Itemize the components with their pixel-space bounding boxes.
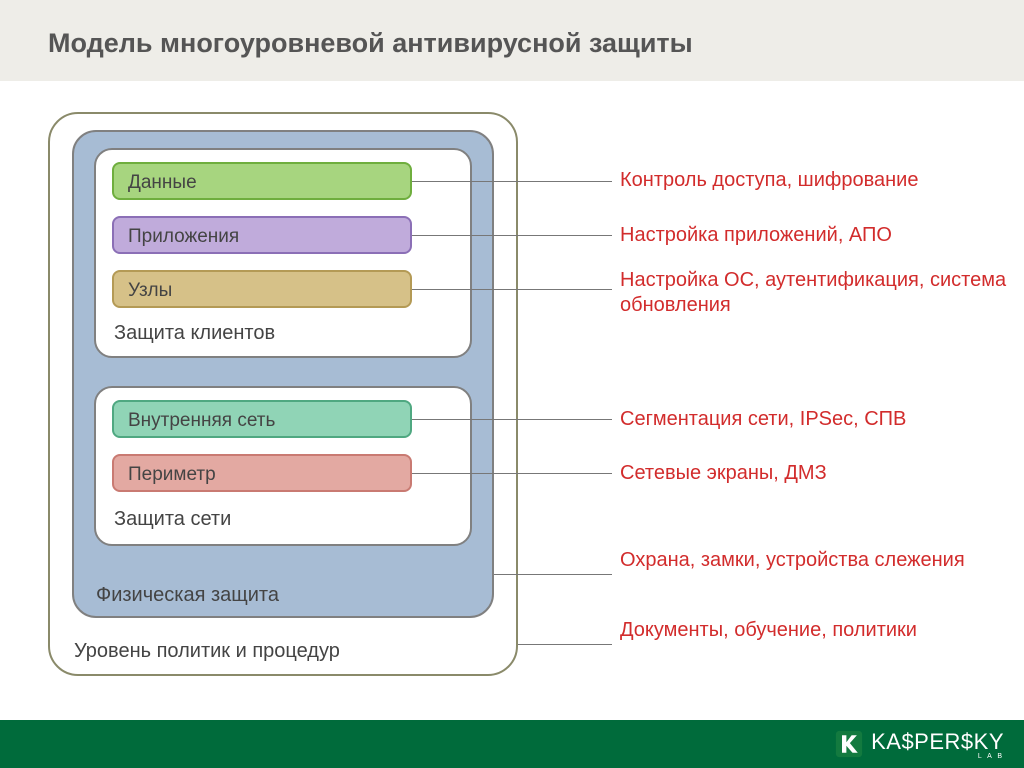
connector-apps — [412, 235, 612, 236]
caption-group1: Защита клиентов — [114, 322, 275, 345]
annotation-phys: Охрана, замки, устройства слежения — [620, 548, 1010, 573]
caption-outer: Уровень политик и процедур — [74, 640, 340, 663]
annotation-hosts: Настройка ОС, аутентификация, система об… — [620, 268, 1010, 318]
connector-perimeter — [412, 473, 612, 474]
kaspersky-icon — [835, 730, 863, 758]
layer-apps: Приложения — [112, 216, 412, 254]
page-title: Модель многоуровневой антивирусной защит… — [48, 28, 1024, 59]
annotation-perimeter: Сетевые экраны, ДМЗ — [620, 461, 1010, 486]
layer-data: Данные — [112, 162, 412, 200]
annotation-data: Контроль доступа, шифрование — [620, 168, 1010, 193]
caption-group2: Защита сети — [114, 508, 231, 531]
brand-logo: KA$PER$KY L A B — [835, 729, 1004, 760]
connector-intnet — [412, 419, 612, 420]
connector-phys — [494, 574, 612, 575]
header-band: Модель многоуровневой антивирусной защит… — [0, 0, 1024, 81]
annotation-apps: Настройка приложений, АПО — [620, 223, 1010, 248]
layer-hosts: Узлы — [112, 270, 412, 308]
brand-text-wrap: KA$PER$KY L A B — [871, 729, 1004, 760]
footer-band: KA$PER$KY L A B — [0, 720, 1024, 768]
annotation-outer: Документы, обучение, политики — [620, 618, 1010, 643]
connector-data — [412, 181, 612, 182]
brand-name: KA$PER$KY — [871, 729, 1004, 754]
layer-intnet: Внутренняя сеть — [112, 400, 412, 438]
annotation-intnet: Сегментация сети, IPSec, СПВ — [620, 407, 1010, 432]
caption-phys: Физическая защита — [96, 584, 279, 607]
connector-hosts — [412, 289, 612, 290]
connector-outer — [518, 644, 612, 645]
layer-perimeter: Периметр — [112, 454, 412, 492]
